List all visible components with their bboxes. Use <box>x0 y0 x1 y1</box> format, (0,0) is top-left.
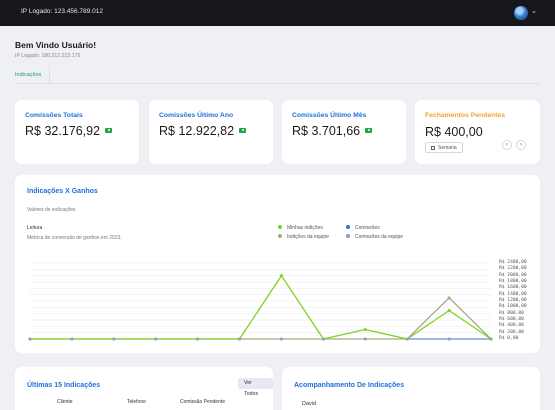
legend-item[interactable]: Comissões <box>346 225 380 231</box>
data-point <box>196 337 200 341</box>
data-point <box>279 337 283 341</box>
legend-item[interactable]: Comissões da equipe <box>346 234 403 240</box>
data-point <box>70 337 74 341</box>
data-point <box>405 337 409 341</box>
chart-card: Indicações X Ganhos Valores de indicaçõe… <box>15 175 540 353</box>
data-point <box>447 337 451 341</box>
tracking-card: Acompanhamento De Indicações David <box>282 367 540 410</box>
chart-subtitle: Valores de indicações <box>27 207 76 213</box>
data-point <box>489 337 493 341</box>
tracking-title: Acompanhamento De Indicações <box>294 382 405 389</box>
data-point <box>238 337 242 341</box>
legend-item[interactable]: Minhas indições <box>278 225 323 231</box>
stat-value: R$ 400,00 <box>425 125 483 139</box>
legend-dot <box>346 234 350 238</box>
column-header-telefone[interactable]: Telefone <box>127 399 146 405</box>
tab-divider <box>49 66 50 83</box>
logged-ip-text: IP Logado: 123.456.789.012 <box>21 8 103 15</box>
calendar-icon <box>431 145 435 150</box>
y-tick-label: R$ 1000,00 <box>499 304 527 310</box>
money-icon <box>105 128 113 133</box>
legend-dot <box>278 225 282 229</box>
legend-item[interactable]: Indições da equipe <box>278 234 329 240</box>
y-tick-label: R$ 600,00 <box>499 317 524 322</box>
y-tick-label: R$ 1400,00 <box>499 291 527 297</box>
data-point <box>154 337 158 341</box>
legend-dot <box>278 234 282 238</box>
y-tick-label: R$ 2000,00 <box>499 272 527 278</box>
avatar[interactable] <box>514 6 528 20</box>
stat-card-pending: Fechamentos Pendentes R$ 400,00 Semana ‹… <box>415 100 540 164</box>
stat-card-last-year: Comissões Último Ano R$ 12.922,82 <box>149 100 273 164</box>
next-arrow-icon[interactable]: › <box>516 140 526 150</box>
y-tick-label: R$ 800,00 <box>499 310 524 316</box>
page-title: Bem Vindo Usuário! <box>15 40 97 50</box>
y-tick-label: R$ 200,00 <box>499 329 524 335</box>
chart-title: Indicações X Ganhos <box>27 188 98 195</box>
stat-label: Comissões Último Ano <box>159 112 234 119</box>
money-icon <box>365 128 373 133</box>
data-point <box>447 309 451 312</box>
y-tick-label: R$ 2200,00 <box>499 266 527 272</box>
latest-indications-card: Últimas 15 Indicações Ver Todos Cliente … <box>15 367 273 410</box>
week-filter-button[interactable]: Semana <box>425 142 463 153</box>
series-line <box>30 274 492 340</box>
chevron-down-icon[interactable]: ⌄ <box>531 8 537 15</box>
chart-reading-label: Leitura <box>27 225 43 231</box>
stat-value: R$ 12.922,82 <box>159 124 247 138</box>
line-chart <box>28 262 493 341</box>
ip-subtitle: IP Logado: 180.212.223.175 <box>15 53 81 59</box>
y-tick-label: R$ 400,00 <box>499 323 524 329</box>
y-tick-label: R$ 0,00 <box>499 336 519 341</box>
chart-metric-text: Métrica de conversão de ganhos em 2023. <box>27 235 122 241</box>
stat-value: R$ 32.176,92 <box>25 124 113 138</box>
data-point <box>28 337 32 341</box>
y-tick-label: R$ 1600,00 <box>499 285 527 291</box>
data-point <box>112 337 116 341</box>
column-header-comissao[interactable]: Comissão Pendente <box>180 399 226 405</box>
tab-underline <box>15 83 540 84</box>
y-tick-label: R$ 2400,00 <box>499 260 527 265</box>
column-header-cliente[interactable]: Cliente <box>57 399 73 405</box>
stat-card-last-month: Comissões Último Mês R$ 3.701,66 <box>282 100 406 164</box>
data-point <box>447 296 451 300</box>
prev-arrow-icon[interactable]: ‹ <box>502 140 512 150</box>
top-bar: IP Logado: 123.456.789.012 ⌄ <box>0 0 555 26</box>
stat-label: Comissões Último Mês <box>292 112 367 119</box>
tab-indicacoes[interactable]: Indicações <box>15 72 42 78</box>
money-icon <box>239 128 247 133</box>
data-point <box>279 274 283 278</box>
view-all-button[interactable]: Ver Todos <box>238 378 273 397</box>
legend-dot <box>346 225 350 229</box>
stat-card-total: Comissões Totais R$ 32.176,92 <box>15 100 139 164</box>
data-point <box>363 328 367 331</box>
y-tick-label: R$ 1200,00 <box>499 298 527 303</box>
stat-label: Comissões Totais <box>25 112 83 119</box>
list-item[interactable]: David <box>302 401 317 407</box>
data-point <box>321 337 325 341</box>
data-point <box>363 337 367 341</box>
latest-indications-title: Últimas 15 Indicações <box>27 382 101 389</box>
y-tick-label: R$ 1800,00 <box>499 279 527 284</box>
stat-value: R$ 3.701,66 <box>292 124 373 138</box>
stat-label: Fechamentos Pendentes <box>425 112 506 119</box>
